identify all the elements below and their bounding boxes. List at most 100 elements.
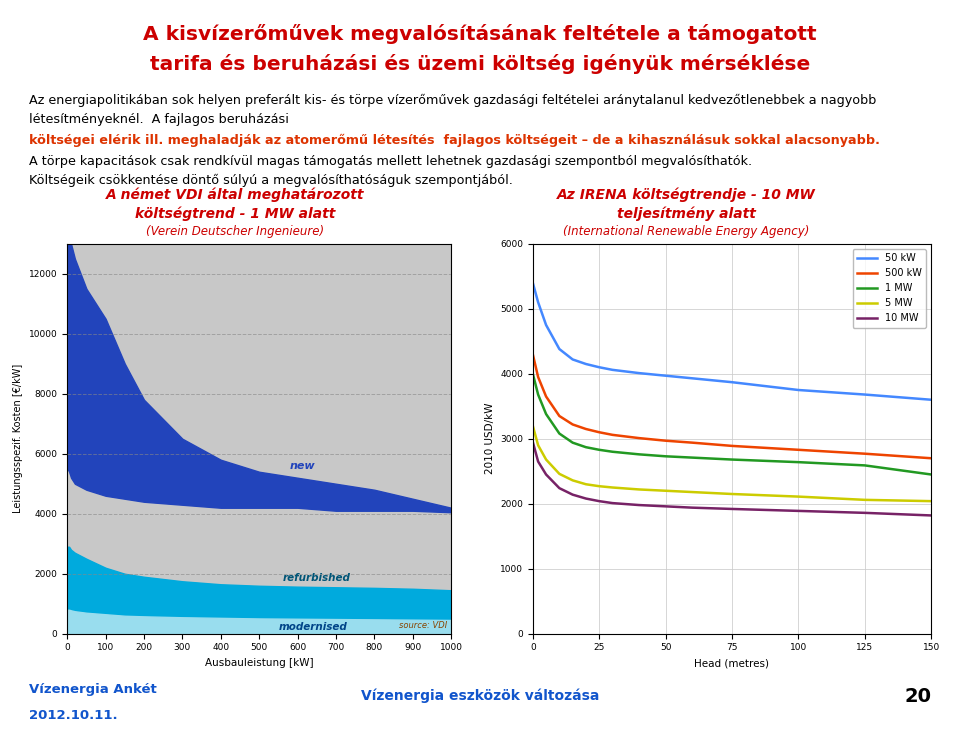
500 kW [527,350,539,358]
50 kW [859,390,871,399]
50 kW [567,355,579,364]
10 MW [540,470,552,479]
Text: A német VDI által meghatározott: A német VDI által meghatározott [106,188,365,202]
5 MW [660,486,671,495]
5 MW [686,488,698,496]
Y-axis label: 2010 USD/kW: 2010 USD/kW [485,403,494,475]
10 MW [607,499,618,508]
500 kW [554,412,565,421]
Line: 500 kW: 500 kW [533,354,931,458]
1 MW [925,470,937,479]
1 MW [527,369,539,378]
5 MW [726,490,737,499]
1 MW [859,461,871,470]
Text: költségtrend - 1 MW alatt: költségtrend - 1 MW alatt [135,207,335,221]
Text: létesítményeknél.  A fajlagos beruházási: létesítményeknél. A fajlagos beruházási [29,112,289,125]
50 kW [634,368,645,377]
Text: source: VDI: source: VDI [399,621,447,630]
500 kW [567,420,579,429]
10 MW [925,511,937,520]
500 kW [533,373,544,382]
10 MW [533,457,544,466]
Text: modernised: modernised [278,622,348,632]
Text: Az IRENA költségtrendje - 10 MW: Az IRENA költségtrendje - 10 MW [557,188,816,202]
5 MW [593,482,605,490]
Line: 1 MW: 1 MW [533,374,931,475]
5 MW [527,422,539,430]
Line: 50 kW: 50 kW [533,283,931,400]
50 kW [686,374,698,382]
1 MW [540,410,552,419]
Legend: 50 kW, 500 kW, 1 MW, 5 MW, 10 MW: 50 kW, 500 kW, 1 MW, 5 MW, 10 MW [852,248,926,328]
5 MW [859,495,871,504]
5 MW [540,455,552,464]
1 MW [607,447,618,456]
10 MW [634,500,645,509]
10 MW [726,505,737,514]
Text: költségei elérik ill. meghaladják az atomerőmű létesítés  fajlagos költségeit – : költségei elérik ill. meghaladják az ato… [29,134,879,147]
Text: refurbished: refurbished [282,573,350,584]
Text: tarifa és beruházási és üzemi költség igényük mérséklése: tarifa és beruházási és üzemi költség ig… [150,54,810,74]
10 MW [554,484,565,493]
1 MW [793,458,804,466]
50 kW [726,378,737,387]
Text: Az energiapolitikában sok helyen preferált kis- és törpe vízerőművek gazdasági f: Az energiapolitikában sok helyen preferá… [29,94,876,107]
1 MW [686,453,698,462]
10 MW [593,496,605,506]
50 kW [580,359,591,368]
50 kW [593,363,605,372]
500 kW [580,424,591,433]
50 kW [925,395,937,404]
1 MW [533,390,544,399]
1 MW [580,442,591,452]
10 MW [859,509,871,518]
5 MW [567,476,579,484]
500 kW [686,438,698,447]
Text: A törpe kapacitások csak rendkívül magas támogatás mellett lehetnek gazdasági sz: A törpe kapacitások csak rendkívül magas… [29,155,752,168]
50 kW [527,278,539,287]
1 MW [554,429,565,438]
1 MW [660,452,671,460]
500 kW [593,427,605,436]
500 kW [925,454,937,463]
500 kW [607,430,618,439]
Y-axis label: Leistungsspezif. Kosten [€/kW]: Leistungsspezif. Kosten [€/kW] [13,364,23,513]
Line: 10 MW: 10 MW [533,442,931,515]
Text: teljesítmény alatt: teljesítmény alatt [617,207,756,221]
1 MW [634,450,645,459]
10 MW [567,490,579,500]
50 kW [660,371,671,380]
5 MW [607,483,618,492]
500 kW [859,449,871,458]
5 MW [925,496,937,506]
50 kW [793,386,804,394]
Text: new: new [290,460,316,471]
5 MW [554,470,565,478]
50 kW [607,365,618,374]
Text: 20: 20 [904,686,931,706]
10 MW [580,494,591,503]
50 kW [554,344,565,353]
5 MW [580,480,591,489]
Text: Vízenergia eszközök változása: Vízenergia eszközök változása [361,688,599,703]
10 MW [793,506,804,515]
1 MW [593,446,605,454]
500 kW [793,446,804,454]
Line: 5 MW: 5 MW [533,426,931,501]
X-axis label: Head (metres): Head (metres) [694,658,770,668]
50 kW [540,320,552,329]
500 kW [726,442,737,451]
5 MW [793,492,804,501]
5 MW [634,485,645,494]
Text: (International Renewable Energy Agency): (International Renewable Energy Agency) [564,226,809,238]
Text: (Verein Deutscher Ingenieure): (Verein Deutscher Ingenieure) [146,226,324,238]
5 MW [533,441,544,450]
Text: Vízenergia Ankét: Vízenergia Ankét [29,682,156,695]
50 kW [533,298,544,307]
Text: A kisvízerőművek megvalósításának feltétele a támogatott: A kisvízerőművek megvalósításának feltét… [143,24,817,44]
10 MW [527,437,539,446]
500 kW [540,392,552,401]
1 MW [726,455,737,464]
10 MW [686,503,698,512]
X-axis label: Ausbauleistung [kW]: Ausbauleistung [kW] [204,658,314,668]
